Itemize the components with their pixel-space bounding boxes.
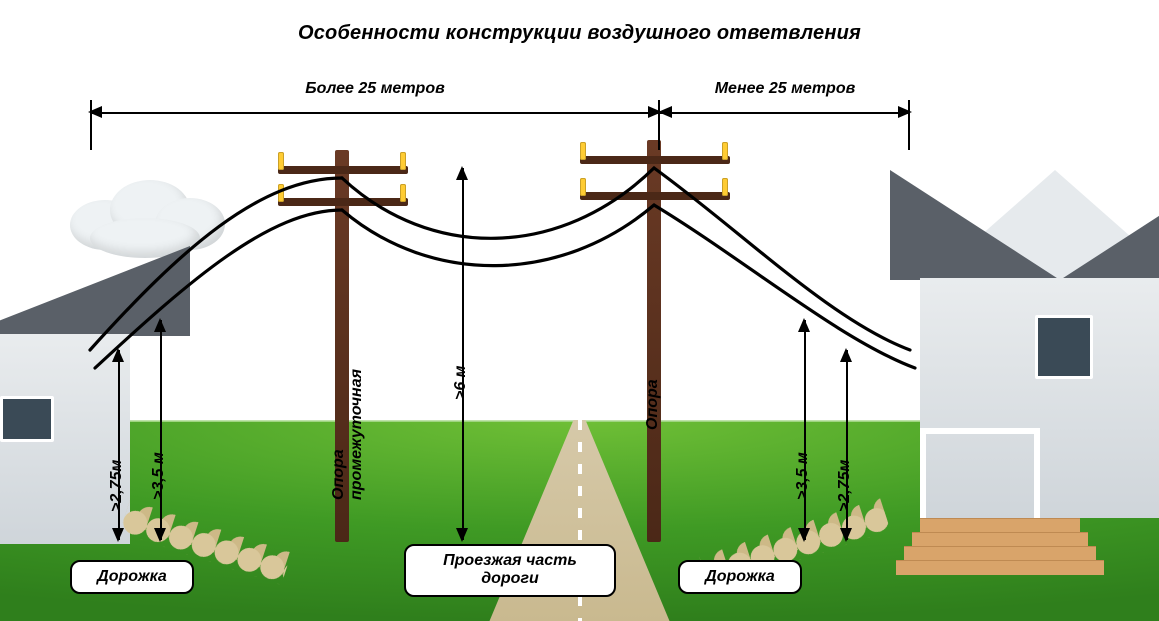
dim-right-inner: [798, 320, 812, 540]
dim-span-right-label: Менее 25 метров: [660, 80, 910, 98]
dim-left-inner: [154, 320, 168, 540]
dim-right-outer-label: >2,75м: [836, 460, 854, 512]
dim-road-clearance: [456, 168, 470, 540]
dim-span-left-label: Более 25 метров: [90, 80, 660, 98]
dim-road-label: >6 м: [452, 365, 470, 400]
dim-left-outer-label: >2,75м: [108, 460, 126, 512]
dim-span-right: Менее 25 метров: [660, 104, 910, 134]
dim-right-inner-label: >3,5 м: [794, 452, 812, 500]
house-right: [860, 170, 1159, 580]
pole-main-label: Опора: [644, 379, 662, 430]
dim-span-left: Более 25 метров: [90, 104, 660, 134]
pill-path-right: Дорожка: [678, 560, 802, 594]
pill-path-left: Дорожка: [70, 560, 194, 594]
pill-road: Проезжая часть дороги: [404, 544, 616, 597]
diagram-title: Особенности конструкции воздушного ответ…: [0, 22, 1159, 45]
pole-intermediate-label: Опора промежуточная: [330, 369, 367, 500]
dim-left-inner-label: >3,5 м: [150, 452, 168, 500]
